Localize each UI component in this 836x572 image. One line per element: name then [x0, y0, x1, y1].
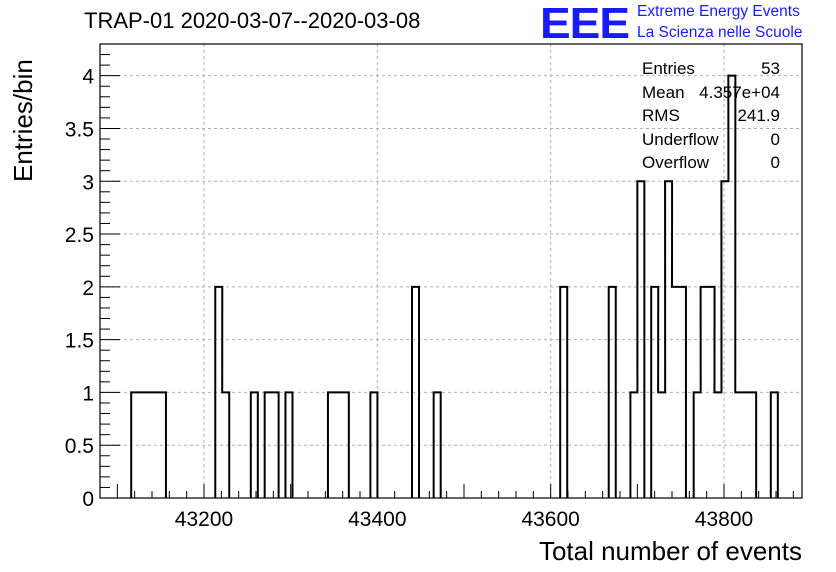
- eee-logo-line1: Extreme Energy Events: [637, 3, 800, 20]
- stat-row-overflow: Overflow 0: [642, 153, 780, 177]
- x-tick-label: 43600: [521, 508, 579, 531]
- axis-ticks: [99, 43, 794, 499]
- stat-name: Overflow: [642, 153, 710, 172]
- eee-logo-line2: La Scienza nelle Scuole: [637, 24, 803, 41]
- x-axis-label: Total number of events: [538, 536, 802, 566]
- stat-row-rms: RMS 241.9: [642, 106, 780, 130]
- stat-value: 4.357e+04: [699, 82, 780, 102]
- y-tick-label: 0.5: [65, 435, 94, 458]
- stat-name: Entries: [642, 59, 695, 78]
- stat-name: RMS: [642, 106, 680, 125]
- eee-logo-mark: EEE: [540, 0, 630, 48]
- plot-frame: [99, 43, 803, 499]
- stat-value: 0: [770, 129, 780, 149]
- y-tick-label: 3: [82, 171, 94, 194]
- stat-row-entries: Entries 53: [642, 59, 780, 83]
- histogram-outline: [130, 74, 779, 498]
- stat-value: 53: [761, 59, 780, 78]
- y-tick-label: 2: [82, 277, 94, 300]
- y-axis-label: Entries/bin: [8, 59, 38, 182]
- y-tick-label: 2.5: [65, 224, 94, 247]
- chart-title: TRAP-01 2020-03-07--2020-03-08: [84, 8, 421, 33]
- y-tick-label: 3.5: [65, 118, 94, 141]
- stat-name: Underflow: [642, 129, 719, 149]
- stats-box: Entries 53 Mean 4.357e+04 RMS 241.9 Unde…: [642, 59, 780, 177]
- x-tick-label: 43400: [348, 508, 406, 531]
- y-tick-label: 1: [82, 382, 94, 405]
- stat-value: 0: [770, 153, 780, 172]
- stat-name: Mean: [642, 82, 685, 102]
- x-tick-label: 43200: [175, 508, 233, 531]
- y-tick-label: 4: [82, 66, 94, 89]
- axis-tick-labels: 43200 43400 43600 43800 0 0.5 1 1.5 2 2.5 3 3.5 4: [65, 66, 753, 531]
- x-tick-label: 43800: [695, 508, 753, 531]
- y-tick-label: 1.5: [65, 330, 94, 353]
- stat-row-underflow: Underflow 0: [642, 130, 780, 154]
- stat-value: 241.9: [737, 106, 780, 125]
- y-tick-label: 0: [82, 488, 94, 511]
- stat-row-mean: Mean 4.357e+04: [642, 83, 780, 107]
